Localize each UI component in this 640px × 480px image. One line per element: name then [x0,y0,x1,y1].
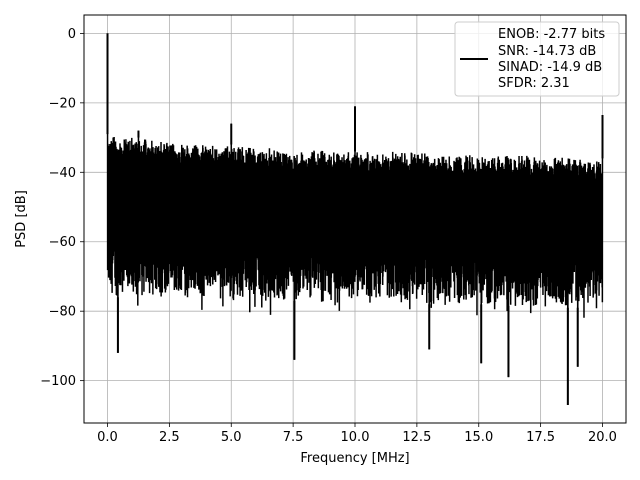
plot-area [106,33,604,405]
x-tick-label: 0.0 [97,430,118,445]
legend-entry-sfdr: SFDR: 2.31 [498,76,570,91]
psd-series-line [106,33,604,405]
y-tick-label: 0 [68,27,76,42]
axis-ticks: 0.0 2.5 5.0 7.5 10.0 12.5 15.0 17.5 20.0 0 −20 −40 −… [40,27,617,445]
x-tick-label: 5.0 [221,430,242,445]
x-tick-label: 2.5 [159,430,180,445]
x-tick-label: 7.5 [283,430,304,445]
x-tick-label: 15.0 [464,430,493,445]
x-axis-label: Frequency [MHz] [300,451,409,466]
x-tick-label: 20.0 [588,430,617,445]
y-tick-label: −60 [49,235,76,250]
x-tick-label: 10.0 [341,430,370,445]
x-tick-label: 12.5 [402,430,431,445]
legend-box [454,21,620,97]
legend: ENOB: -2.77 bits SNR: -14.73 dB SINAD: -… [454,21,620,97]
legend-entry-enob: ENOB: -2.77 bits [498,27,605,42]
y-tick-label: −80 [49,305,76,320]
y-tick-label: −100 [40,374,76,389]
x-tick-label: 17.5 [526,430,555,445]
y-axis-label: PSD [dB] [14,190,29,248]
y-tick-label: −40 [49,166,76,181]
y-tick-label: −20 [49,96,76,111]
legend-entry-snr: SNR: -14.73 dB [498,44,596,59]
legend-entry-sinad: SINAD: -14.9 dB [498,60,602,75]
